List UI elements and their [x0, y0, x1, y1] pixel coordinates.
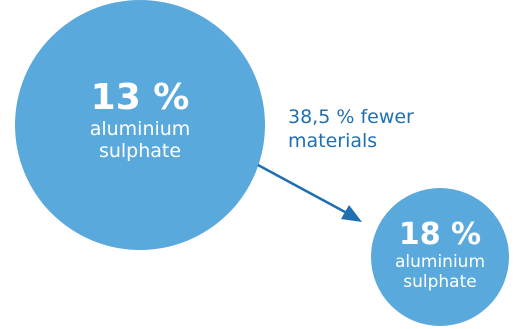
left-circle: 13 % aluminium sulphate [15, 0, 265, 250]
arrow-head [341, 205, 362, 222]
reduction-note: 38,5 % fewer materials [288, 106, 414, 152]
arrow-line [257, 163, 346, 214]
left-circle-percent: 13 % [90, 76, 190, 118]
right-circle-label: aluminium sulphate [394, 251, 486, 292]
left-circle-label: aluminium sulphate [89, 117, 191, 162]
right-circle: 18 % aluminium sulphate [371, 188, 509, 326]
right-circle-percent: 18 % [398, 216, 482, 252]
